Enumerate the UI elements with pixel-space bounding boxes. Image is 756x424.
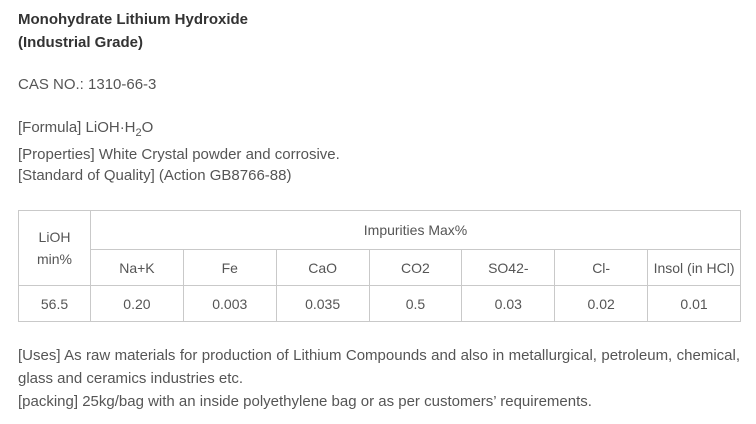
page-title: Monohydrate Lithium Hydroxide	[18, 11, 249, 28]
col-header-co2: CO2	[368, 249, 463, 286]
lioh-min-header-cell: LiOH min%	[18, 210, 91, 286]
formula-line: [Formula] LiOH·H2O	[18, 117, 740, 144]
so42-value-cell: 0.03	[461, 285, 556, 322]
uses-paragraph: [Uses] As raw materials for production o…	[18, 347, 740, 387]
impurities-max-header-cell: Impurities Max%	[90, 210, 741, 250]
col-header-cao: CaO	[275, 249, 370, 286]
standard-of-quality-line: [Standard of Quality] (Action GB8766-88)	[18, 167, 292, 184]
cas-number: CAS NO.: 1310-66-3	[18, 76, 157, 93]
col-header-na-k: Na+K	[90, 249, 184, 286]
col-header-fe: Fe	[182, 249, 277, 286]
insol-hcl-value-cell: 0.01	[647, 285, 741, 322]
na-k-value-cell: 0.20	[90, 285, 184, 322]
packing-line: [packing] 25kg/bag with an inside polyet…	[18, 393, 592, 410]
col-header-insol-hcl: Insol (in HCl)	[647, 249, 741, 286]
lioh-value-cell: 56.5	[18, 285, 91, 322]
lioh-header-line1: LiOH	[38, 229, 71, 245]
properties-line: [Properties] White Crystal powder and co…	[18, 146, 340, 163]
col-header-cl: Cl-	[554, 249, 649, 286]
page-subtitle: (Industrial Grade)	[18, 34, 144, 51]
formula-prefix: [Formula] LiOH·H	[18, 119, 136, 136]
cl-value-cell: 0.02	[554, 285, 649, 322]
cao-value-cell: 0.035	[275, 285, 370, 322]
table-data-row: 56.5 0.20 0.003 0.035 0.5 0.03 0.02 0.01	[18, 285, 741, 322]
formula-suffix: O	[141, 119, 154, 136]
info-block: [Formula] LiOH·H2O [Properties] White Cr…	[18, 117, 740, 186]
co2-value-cell: 0.5	[368, 285, 463, 322]
fe-value-cell: 0.003	[182, 285, 277, 322]
col-header-so42: SO42-	[461, 249, 556, 286]
formula-subscript: 2	[135, 127, 142, 139]
table-subheader-row: Na+K Fe CaO CO2 SO42- Cl- Insol (in HCl)	[19, 249, 741, 286]
lioh-header-line2: min%	[36, 251, 72, 267]
impurities-table: LiOH min% Impurities Max% Na+K Fe CaO CO…	[18, 210, 741, 322]
table-group-header-row: LiOH min% Impurities Max%	[18, 210, 741, 286]
